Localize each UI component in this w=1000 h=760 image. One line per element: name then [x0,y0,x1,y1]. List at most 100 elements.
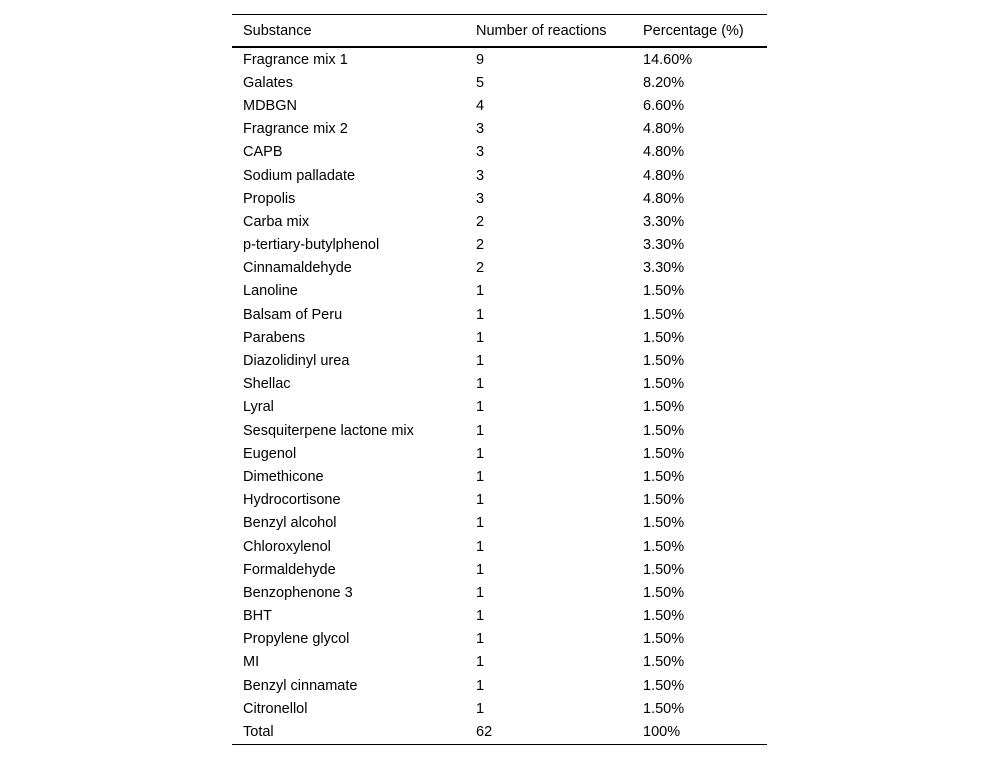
reactions-cell: 4 [476,97,485,114]
substance-cell: Dimethicone [243,468,324,485]
percentage-cell: 1.50% [643,608,685,625]
table-row: Dimethicone 1 1.50% [232,465,767,488]
table-row: MI 1 1.50% [232,651,767,674]
substance-cell: Citronellol [243,700,308,717]
percentage-cell: 3.30% [643,237,685,254]
table-row: Propolis 3 4.80% [232,187,767,210]
substance-cell: BHT [243,608,272,625]
substance-cell: Propolis [243,190,296,207]
reactions-cell: 1 [476,306,485,323]
table-row: Formaldehyde 1 1.50% [232,558,767,581]
total-reactions-cell: 62 [476,724,493,741]
reactions-cell: 2 [476,260,485,277]
table-row: CAPB 3 4.80% [232,141,767,164]
substance-cell: Benzyl cinnamate [243,677,358,694]
percentage-cell: 1.50% [643,329,685,346]
substance-cell: Hydrocortisone [243,492,341,509]
table-row: Propylene glycol 1 1.50% [232,628,767,651]
substance-cell: Cinnamaldehyde [243,260,352,277]
table-row: Eugenol 1 1.50% [232,442,767,465]
substance-cell: Carba mix [243,213,310,230]
total-row: Total 62 100% [232,720,767,744]
table-row: Galates 5 8.20% [232,71,767,94]
percentage-cell: 1.50% [643,631,685,648]
table-row: p-tertiary-butylphenol 2 3.30% [232,234,767,257]
reactions-cell: 1 [476,561,485,578]
reactions-cell: 1 [476,538,485,555]
substance-cell: Sesquiterpene lactone mix [243,422,414,439]
table-row: MDBGN 4 6.60% [232,94,767,117]
percentage-cell: 1.50% [643,561,685,578]
substance-cell: Lanoline [243,283,298,300]
table-row: Chloroxylenol 1 1.50% [232,535,767,558]
table-row: Fragrance mix 2 3 4.80% [232,118,767,141]
percentage-cell: 1.50% [643,283,685,300]
reactions-cell: 2 [476,237,485,254]
reactions-cell: 3 [476,121,485,138]
reactions-cell: 9 [476,51,485,68]
percentage-cell: 1.50% [643,353,685,370]
table-row: Sesquiterpene lactone mix 1 1.50% [232,419,767,442]
table-row: Balsam of Peru 1 1.50% [232,303,767,326]
table-row: Fragrance mix 1 9 14.60% [232,47,767,71]
column-header-reactions: Number of reactions [465,14,632,48]
reactions-cell: 1 [476,584,485,601]
table-row: Carba mix 2 3.30% [232,210,767,233]
substance-cell: Balsam of Peru [243,306,343,323]
percentage-cell: 1.50% [643,677,685,694]
percentage-cell: 4.80% [643,144,685,161]
table-row: Citronellol 1 1.50% [232,697,767,720]
table-row: Sodium palladate 3 4.80% [232,164,767,187]
reactions-cell: 1 [476,700,485,717]
percentage-cell: 4.80% [643,190,685,207]
percentage-cell: 1.50% [643,376,685,393]
percentage-cell: 8.20% [643,74,685,91]
header-row: Substance Number of reactions Percentage… [232,14,767,48]
total-percentage-cell: 100% [643,724,681,741]
percentage-cell: 4.80% [643,167,685,184]
percentage-cell: 1.50% [643,399,685,416]
percentage-cell: 1.50% [643,538,685,555]
reactions-cell: 1 [476,353,485,370]
reactions-cell: 1 [476,468,485,485]
percentage-cell: 1.50% [643,422,685,439]
table-row: Diazolidinyl urea 1 1.50% [232,349,767,372]
substance-cell: Galates [243,74,293,91]
substance-cell: Propylene glycol [243,631,350,648]
substance-cell: Lyral [243,399,274,416]
substance-cell: Benzyl alcohol [243,515,337,532]
percentage-cell: 1.50% [643,468,685,485]
percentage-cell: 6.60% [643,97,685,114]
substance-cell: Fragrance mix 2 [243,121,348,138]
reactions-cell: 1 [476,283,485,300]
reactions-cell: 1 [476,399,485,416]
reactions-cell: 1 [476,631,485,648]
substance-cell: Fragrance mix 1 [243,51,348,68]
substance-cell: Chloroxylenol [243,538,331,555]
table-row: BHT 1 1.50% [232,605,767,628]
substance-cell: MI [243,654,260,671]
table-header: Substance Number of reactions Percentage… [232,14,767,48]
substance-cell: Shellac [243,376,291,393]
percentage-cell: 1.50% [643,700,685,717]
percentage-cell: 4.80% [643,121,685,138]
percentage-cell: 1.50% [643,306,685,323]
table-row: Lyral 1 1.50% [232,396,767,419]
substance-cell: p-tertiary-butylphenol [243,237,380,254]
reactions-cell: 1 [476,376,485,393]
table-row: Benzyl cinnamate 1 1.50% [232,674,767,697]
column-header-substance: Substance [232,14,465,48]
reactions-cell: 1 [476,329,485,346]
total-substance-cell: Total [243,724,274,741]
reactions-cell: 1 [476,677,485,694]
table-body: Fragrance mix 1 9 14.60% Galates 5 8.20% MDBGN… [232,47,767,744]
percentage-cell: 14.60% [643,51,693,68]
substance-cell: Eugenol [243,445,297,462]
reactions-cell: 3 [476,167,485,184]
percentage-cell: 1.50% [643,654,685,671]
substance-reactions-table: Substance Number of reactions Percentage… [232,14,767,745]
substance-cell: Diazolidinyl urea [243,353,350,370]
percentage-cell: 1.50% [643,445,685,462]
column-header-percentage: Percentage (%) [632,14,767,48]
